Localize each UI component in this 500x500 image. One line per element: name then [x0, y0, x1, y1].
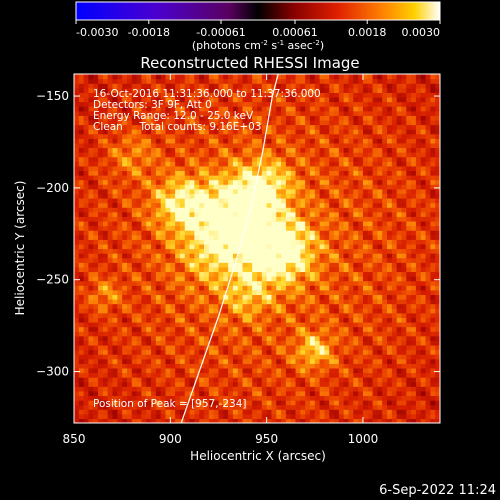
y-tick-label: −300 — [36, 365, 69, 379]
annotation-energy: Energy Range: 12.0 - 25.0 keV — [93, 110, 254, 122]
x-tick-label: 900 — [159, 432, 182, 446]
colorbar-tick-label: -0.00061 — [196, 26, 245, 39]
y-tick-label: −150 — [36, 89, 69, 103]
annotation-counts: Clean Total counts: 9.16E+03 — [93, 121, 262, 133]
x-axis-ticks: 850 900 950 1000 — [63, 74, 379, 446]
annotation-time: 16-Oct-2016 11:31:36.000 to 11:37:36.000 — [93, 88, 321, 100]
colorbar-tick-label: 0.00061 — [272, 26, 318, 39]
x-tick-label: 850 — [63, 432, 86, 446]
colorbar — [75, 1, 441, 21]
plot-frame — [73, 73, 441, 424]
y-tick-label: −200 — [36, 181, 69, 195]
colorbar-ticks: -0.0030 -0.0018 -0.00061 0.00061 0.0018 0.003… — [75, 20, 441, 39]
x-tick-label: 1000 — [348, 432, 379, 446]
info-annotations: 16-Oct-2016 11:31:36.000 to 11:37:36.000… — [93, 88, 321, 410]
solar-limb-curve — [180, 74, 279, 423]
footer-date: 6-Sep-2022 11:24 — [379, 483, 496, 498]
y-tick-label: −250 — [36, 273, 69, 287]
x-axis-label: Heliocentric X (arcsec) — [190, 449, 326, 463]
x-tick-label: 950 — [255, 432, 278, 446]
colorbar-tick-label: 0.0018 — [348, 26, 387, 39]
heatmap-image — [74, 74, 440, 423]
colorbar-unit: (photons cm-2 s-1 asec-2) — [192, 39, 324, 52]
chart-title: Reconstructed RHESSI Image — [140, 54, 359, 72]
annotation-peak: Position of Peak = [957,-234] — [93, 398, 247, 410]
colorbar-tick-label: 0.0030 — [402, 26, 441, 39]
y-axis-label: Heliocentric Y (arcsec) — [13, 181, 27, 316]
y-axis-ticks: −150 −200 −250 −300 — [36, 89, 440, 379]
annotation-detectors: Detectors: 3F 9F, Att 0 — [93, 99, 212, 111]
colorbar-tick-label: -0.0030 — [76, 26, 118, 39]
colorbar-tick-label: -0.0018 — [128, 26, 170, 39]
